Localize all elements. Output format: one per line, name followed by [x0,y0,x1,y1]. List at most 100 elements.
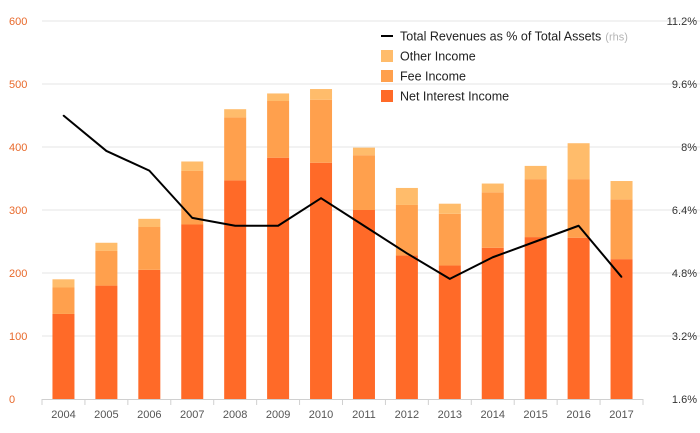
x-tick-label: 2016 [566,409,590,421]
bar-other-income [52,279,75,288]
bar-fee-income [267,101,290,158]
bar-fee-income [481,192,504,248]
x-tick-label: 2009 [266,409,290,421]
legend-label: Fee Income [400,70,466,84]
right-tick-label: 6.4% [672,205,697,217]
legend-label: Net Interest Income [400,90,509,104]
legend-color-swatch [381,70,393,82]
right-axis: 1.6% 3.2% 4.8% 6.4% 8% 9.6% 11.2% [667,16,698,406]
left-tick-label: 0 [9,394,15,406]
bar-other-income [181,161,204,171]
x-tick-label: 2004 [51,409,75,421]
x-tick-label: 2006 [137,409,161,421]
line-point [577,224,580,227]
line-point [234,224,236,227]
right-tick-label: 11.2% [667,16,698,28]
left-tick-label: 300 [9,205,27,217]
left-tick-label: 200 [9,268,27,280]
left-axis: 0 100 200 300 400 500 600 [9,16,27,406]
bar-fee-income [138,227,161,270]
bar-fee-income [610,199,633,260]
bar-other-income [138,218,161,228]
line-point [534,240,537,243]
bar-fee-income [567,179,590,238]
bar-fee-income [95,250,118,286]
legend: Total Revenues as % of Total Assets (rhs)… [381,30,628,104]
bars-layer [52,89,633,399]
line-point [62,114,65,117]
legend-label: Other Income [400,50,476,64]
x-tick-label: 2010 [309,409,333,421]
line-point [148,169,151,172]
line-point [449,278,451,280]
legend-color-swatch [381,50,393,62]
legend-color-swatch [381,90,393,102]
bar-net-interest-income [481,247,504,399]
bar-other-income [267,93,290,102]
x-tick-label: 2014 [481,409,505,421]
bar-net-interest-income [395,255,418,399]
right-tick-label: 1.6% [672,394,697,406]
right-tick-label: 4.8% [672,268,697,280]
legend-label-rhs: (rhs) [605,32,628,44]
bar-other-income [438,203,461,214]
left-tick-label: 400 [9,142,27,154]
left-tick-label: 100 [9,331,27,343]
line-point [105,150,108,152]
line-point [363,224,365,227]
bar-fee-income [395,204,418,256]
legend-label: Total Revenues as % of Total Assets (rhs) [400,30,628,44]
bar-net-interest-income [52,313,75,399]
x-tick-label: 2005 [94,409,118,421]
left-tick-label: 600 [9,16,27,28]
bar-other-income [524,165,547,180]
x-tick-label: 2011 [352,409,376,421]
legend-label-main: Total Revenues as % of Total Assets [400,30,601,44]
line-layer [62,114,623,280]
bar-other-income [395,187,418,205]
line-point [277,224,279,227]
bar-fee-income [52,287,75,314]
x-tick-label: 2008 [223,409,247,421]
bar-net-interest-income [95,285,118,399]
bar-net-interest-income [438,265,461,399]
right-tick-label: 8% [681,142,697,154]
bar-other-income [567,143,590,180]
bar-other-income [610,181,633,200]
line-point [491,256,494,259]
bar-net-interest-income [138,269,161,399]
left-tick-label: 500 [9,79,27,91]
bar-net-interest-income [181,224,204,399]
bar-fee-income [438,213,461,266]
x-tick-label: 2007 [180,409,204,421]
bar-net-interest-income [224,180,247,399]
x-tick-label: 2012 [395,409,419,421]
right-tick-label: 9.6% [672,79,697,91]
line-point [320,197,322,199]
bar-fee-income [310,99,333,163]
line-total-revenues [62,114,623,280]
bar-fee-income [524,179,547,238]
bar-net-interest-income [567,237,590,399]
bar-net-interest-income [310,162,333,399]
bar-other-income [224,109,247,118]
bar-fee-income [224,117,247,181]
line-point [406,252,408,255]
x-tick-label: 2017 [609,409,633,421]
line-point [620,276,623,278]
bar-net-interest-income [352,210,375,399]
bar-other-income [95,242,118,251]
bar-net-interest-income [267,157,290,399]
x-tick-label: 2013 [438,409,462,421]
bar-net-interest-income [524,237,547,399]
x-tick-label: 2015 [523,409,547,421]
bar-other-income [481,183,504,193]
x-axis: 2004 2005 2006 2007 2008 2009 2010 2011 2012 2013… [41,399,644,421]
line-point [191,217,194,219]
bar-net-interest-income [610,259,633,399]
bar-other-income [310,89,333,100]
bar-other-income [352,147,375,156]
bar-fee-income [352,155,375,210]
right-tick-label: 3.2% [672,331,697,343]
